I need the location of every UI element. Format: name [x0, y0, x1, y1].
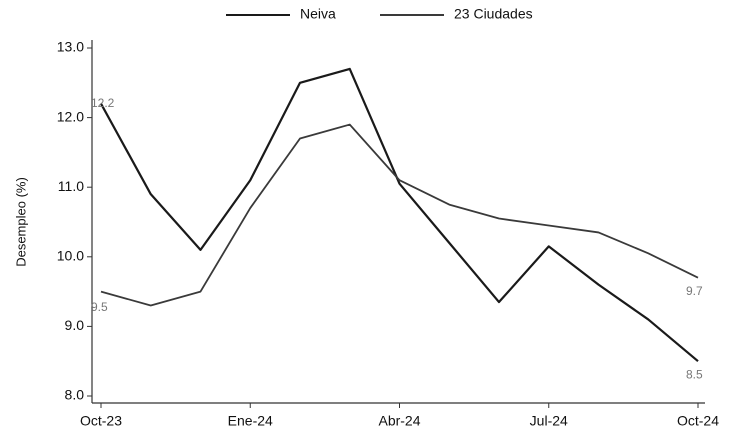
legend-label: Neiva	[300, 6, 336, 22]
x-tick-label: Jul-24	[530, 413, 568, 429]
value-label: 8.5	[686, 367, 703, 381]
value-label: 9.7	[686, 284, 703, 298]
y-tick-label: 8.0	[65, 387, 85, 403]
y-tick-label: 13.0	[57, 39, 84, 55]
legend-label: 23 Ciudades	[454, 6, 533, 22]
x-tick-label: Abr-24	[378, 413, 420, 429]
x-tick-label: Oct-24	[677, 413, 719, 429]
y-tick-label: 9.0	[65, 317, 85, 333]
y-tick-label: 11.0	[58, 178, 84, 194]
series-line	[100, 123, 699, 307]
x-tick-label: Oct-23	[80, 413, 122, 429]
y-axis-label: Desempleo (%)	[13, 177, 28, 267]
y-tick-label: 12.0	[57, 108, 84, 124]
x-tick-label: Ene-24	[228, 413, 273, 429]
y-tick-label: 10.0	[57, 248, 84, 264]
value-label: 9.5	[91, 300, 108, 314]
series-line	[100, 67, 699, 363]
value-label: 12.2	[91, 96, 115, 110]
